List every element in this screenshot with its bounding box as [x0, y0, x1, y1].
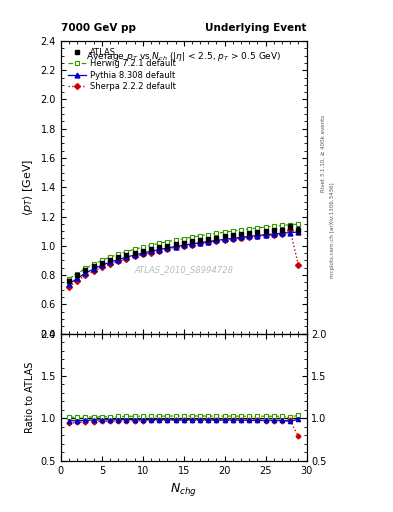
X-axis label: $N_{chg}$: $N_{chg}$	[170, 481, 197, 498]
Y-axis label: $\langle p_T \rangle$ [GeV]: $\langle p_T \rangle$ [GeV]	[21, 159, 35, 216]
Text: 7000 GeV pp: 7000 GeV pp	[61, 23, 136, 33]
Legend: ATLAS, Herwig 7.2.1 default, Pythia 8.308 default, Sherpa 2.2.2 default: ATLAS, Herwig 7.2.1 default, Pythia 8.30…	[65, 45, 178, 94]
Text: mcplots.cern.ch [arXiv:1306.3436]: mcplots.cern.ch [arXiv:1306.3436]	[330, 183, 335, 278]
Y-axis label: Ratio to ATLAS: Ratio to ATLAS	[25, 361, 35, 433]
Text: ATLAS_2010_S8994728: ATLAS_2010_S8994728	[134, 265, 233, 274]
Text: Underlying Event: Underlying Event	[205, 23, 307, 33]
Text: Rivet 3.1.10, ≥ 400k events: Rivet 3.1.10, ≥ 400k events	[320, 115, 325, 192]
Text: Average $p_T$ vs $N_{ch}$ ($|\eta|$ < 2.5, $p_T$ > 0.5 GeV): Average $p_T$ vs $N_{ch}$ ($|\eta|$ < 2.…	[86, 50, 281, 63]
